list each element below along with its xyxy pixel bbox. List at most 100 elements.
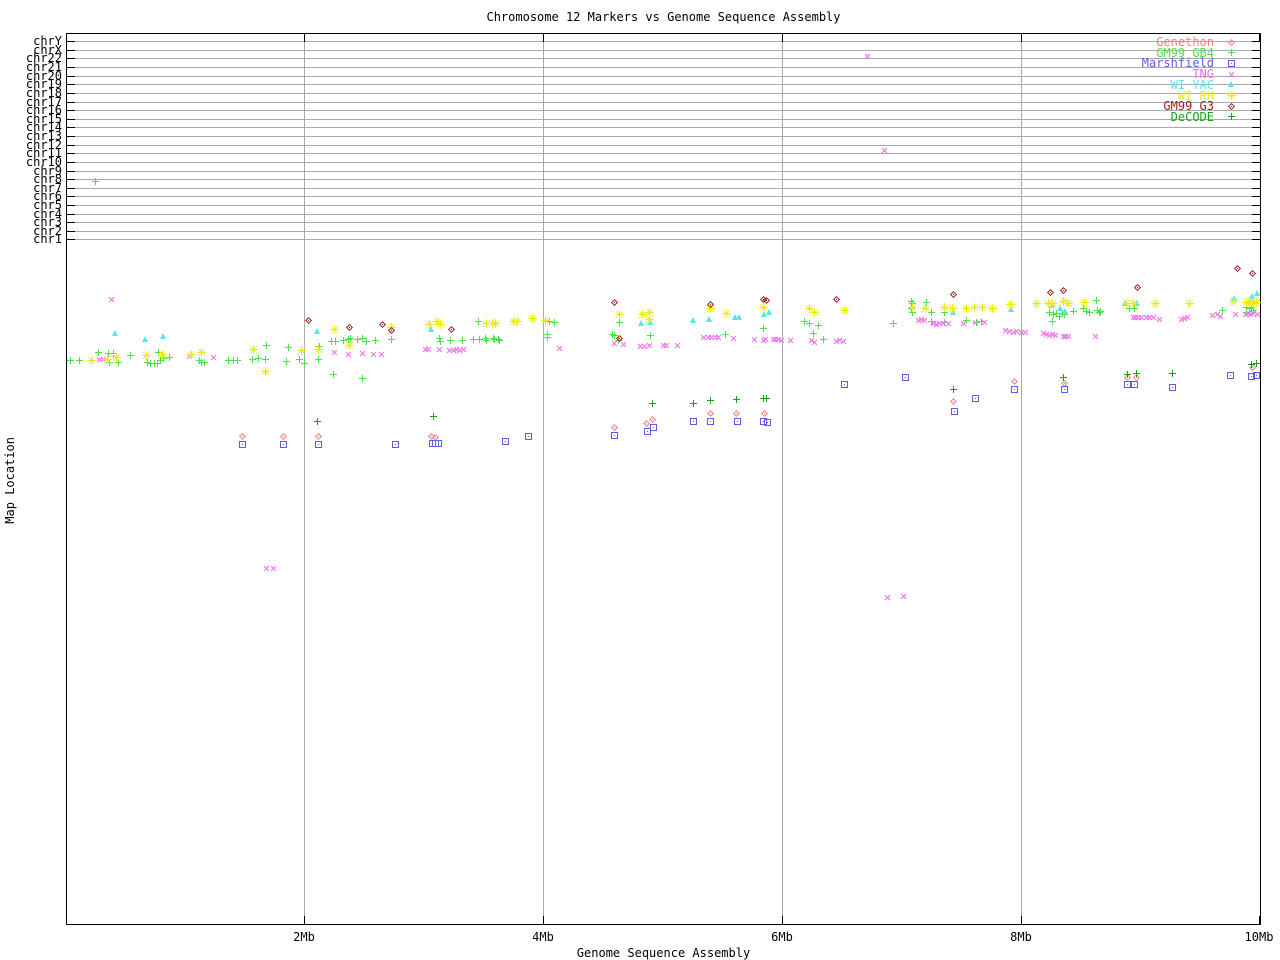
point-wi-rh — [141, 350, 151, 360]
point-gm99-gb4 — [254, 354, 262, 362]
point-wi-yac — [1253, 289, 1261, 297]
point-tng — [1217, 313, 1224, 320]
point-wi-rh — [527, 313, 537, 323]
point-marshfield — [1123, 380, 1131, 388]
point-gm99-gb4 — [482, 336, 490, 344]
point-wi-yac — [141, 335, 149, 343]
point-gm99-gb4 — [475, 335, 483, 343]
point-tng — [210, 354, 217, 361]
point-tng — [1092, 333, 1099, 340]
xtick-top-2Mb — [304, 34, 305, 42]
xtick-label-6Mb: 6Mb — [771, 930, 793, 944]
point-gm99-g3 — [1047, 289, 1054, 296]
point-marshfield — [1010, 385, 1018, 393]
legend-marker-wi-yac — [1227, 81, 1235, 88]
point-gm99-gb4 — [721, 330, 729, 338]
ytick-label-chr17: chr17 — [25, 95, 62, 109]
ytick-right-chr9 — [1252, 171, 1260, 172]
point-tng — [751, 336, 758, 343]
point-gm99-gb4 — [358, 334, 366, 342]
point-marshfield — [610, 431, 618, 439]
ytick-label-chr13: chr13 — [25, 129, 62, 143]
point-gm99-gb4 — [1060, 310, 1068, 318]
point-decode — [1168, 369, 1176, 377]
point-wi-rh — [947, 303, 957, 313]
point-wi-rh — [721, 308, 731, 318]
point-gm99-gb4 — [262, 341, 270, 349]
point-wi-rh — [977, 302, 987, 312]
point-gm99-g3 — [763, 297, 770, 304]
ytick-label-chr6: chr6 — [33, 189, 62, 203]
point-tng — [270, 565, 277, 572]
gridline-chr18 — [67, 93, 1260, 94]
ytick-left-chr20 — [67, 76, 75, 77]
ytick-left-chr14 — [67, 127, 75, 128]
point-wi-rh — [644, 314, 654, 324]
point-tng — [663, 342, 670, 349]
gridline-chr10 — [67, 162, 1260, 163]
ytick-left-chr10 — [67, 162, 75, 163]
ytick-left-chr9 — [67, 171, 75, 172]
ytick-left-chr21 — [67, 67, 75, 68]
point-wi-rh — [758, 302, 768, 312]
point-marshfield — [763, 418, 771, 426]
point-marshfield — [314, 440, 322, 448]
legend-marker-genethon — [1228, 39, 1235, 46]
point-tng — [730, 335, 737, 342]
ytick-right-chr5 — [1252, 205, 1260, 206]
point-genethon — [643, 420, 650, 427]
ytick-left-chrX — [67, 50, 75, 51]
ytick-left-chr7 — [67, 188, 75, 189]
point-tng — [715, 334, 722, 341]
point-wi-yac — [735, 313, 743, 321]
point-marshfield — [840, 380, 848, 388]
xtick-label-8Mb: 8Mb — [1010, 930, 1032, 944]
point-wi-rh — [1031, 298, 1041, 308]
point-marshfield — [689, 417, 697, 425]
point-wi-rh — [1251, 297, 1261, 307]
xtick-bottom-4Mb — [543, 916, 544, 924]
point-tng — [981, 319, 988, 326]
point-gm99-gb4 — [1092, 296, 1100, 304]
point-gm99-gb4 — [371, 336, 379, 344]
point-tng — [1232, 311, 1239, 318]
point-marshfield — [759, 417, 767, 425]
point-genethon — [707, 410, 714, 417]
point-gm99-gb4 — [284, 343, 292, 351]
ytick-label-chr12: chr12 — [25, 138, 62, 152]
point-wi-yac — [705, 315, 713, 323]
ytick-left-chr19 — [67, 84, 75, 85]
point-gm99-gb4 — [200, 358, 208, 366]
point-gm99-gb4 — [1048, 317, 1056, 325]
ytick-label-chr3: chr3 — [33, 215, 62, 229]
point-wi-rh — [157, 349, 167, 359]
point-gm99-gb4 — [261, 355, 269, 363]
legend-marker-gm99-g3 — [1228, 103, 1235, 110]
point-marshfield — [1226, 371, 1234, 379]
legend-label-gm99-g3: GM99 G3 — [1163, 99, 1214, 114]
point-gm99-gb4 — [331, 337, 339, 345]
point-marshfield — [649, 423, 657, 431]
point-wi-rh — [939, 302, 949, 312]
point-marshfield — [279, 440, 287, 448]
ytick-right-chr14 — [1252, 127, 1260, 128]
gridline-6Mb — [782, 34, 783, 924]
point-tng — [646, 342, 653, 349]
xtick-bottom-8Mb — [1021, 916, 1022, 924]
ytick-label-chr1: chr1 — [33, 232, 62, 246]
point-wi-yac — [111, 329, 119, 337]
point-marshfield — [434, 439, 442, 447]
point-gm99-gb4 — [458, 336, 466, 344]
point-gm99-gb4 — [282, 357, 290, 365]
point-decode — [732, 395, 740, 403]
xtick-top-10Mb — [1259, 34, 1260, 42]
point-decode — [689, 399, 697, 407]
point-genethon — [761, 410, 768, 417]
point-gm99-gb4 — [814, 321, 822, 329]
point-tng — [921, 317, 928, 324]
point-tng — [778, 337, 785, 344]
point-wi-rh — [1228, 296, 1238, 306]
ytick-left-chr5 — [67, 205, 75, 206]
point-wi-rh — [296, 345, 306, 355]
point-gm99-g3 — [346, 324, 353, 331]
